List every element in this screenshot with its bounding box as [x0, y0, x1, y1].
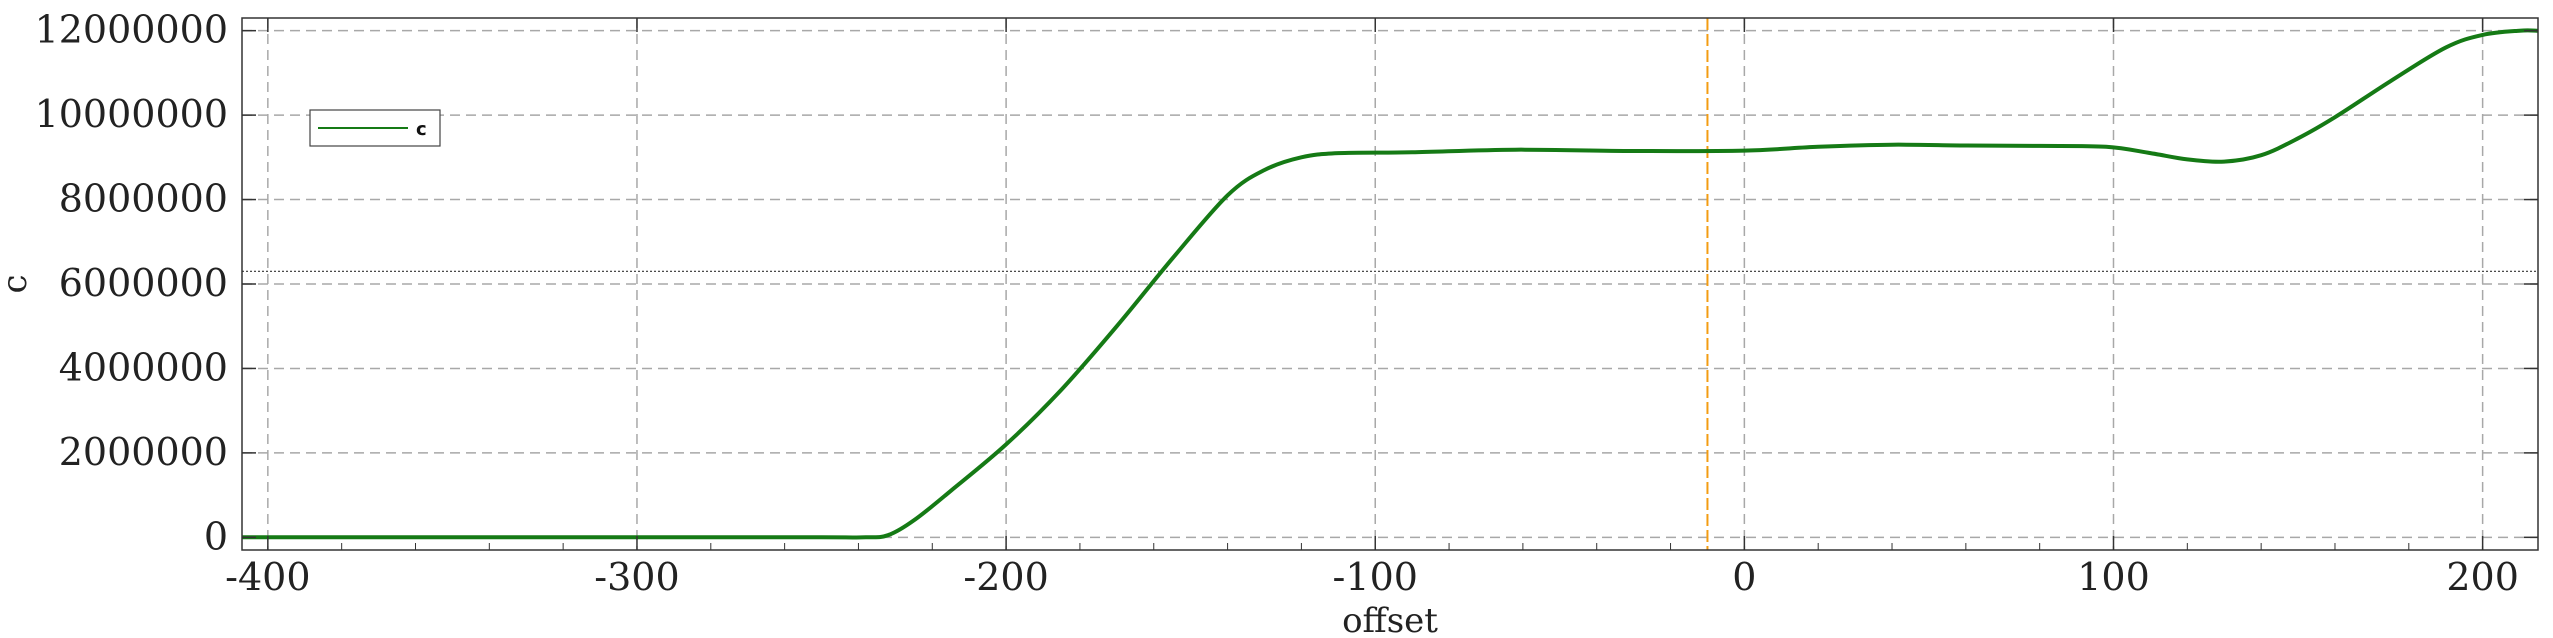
legend: c [309, 109, 441, 147]
grid [242, 18, 2538, 550]
x-tick-label: -300 [594, 555, 679, 599]
y-tick-label: 8000000 [59, 177, 228, 221]
y-tick-label: 10000000 [35, 92, 228, 136]
y-tick-label: 0 [204, 514, 228, 558]
x-tick-label: 100 [2077, 555, 2150, 599]
x-tick-label: -200 [963, 555, 1048, 599]
legend-label-c: c [416, 119, 427, 140]
x-axis-label: offset [1342, 601, 1438, 638]
x-tick-label: 0 [1732, 555, 1756, 599]
y-tick-label: 6000000 [59, 261, 228, 305]
series-line-c [242, 28, 2539, 540]
y-axis-label: c [0, 274, 35, 293]
x-tick-label: 200 [2446, 555, 2519, 599]
reference-lines [242, 18, 2538, 550]
x-tick-labels: -400 -300 -200 -100 0 100 200 [225, 555, 2519, 599]
x-tick-label: -100 [1333, 555, 1418, 599]
y-tick-labels: 0 2000000 4000000 6000000 8000000 10000000 120… [35, 8, 228, 559]
y-tick-label: 4000000 [59, 345, 228, 389]
y-tick-label: 12000000 [35, 8, 228, 52]
series-layer [242, 28, 2539, 540]
ticks [242, 18, 2538, 550]
x-tick-label: -400 [225, 555, 310, 599]
y-tick-label: 2000000 [59, 430, 228, 474]
